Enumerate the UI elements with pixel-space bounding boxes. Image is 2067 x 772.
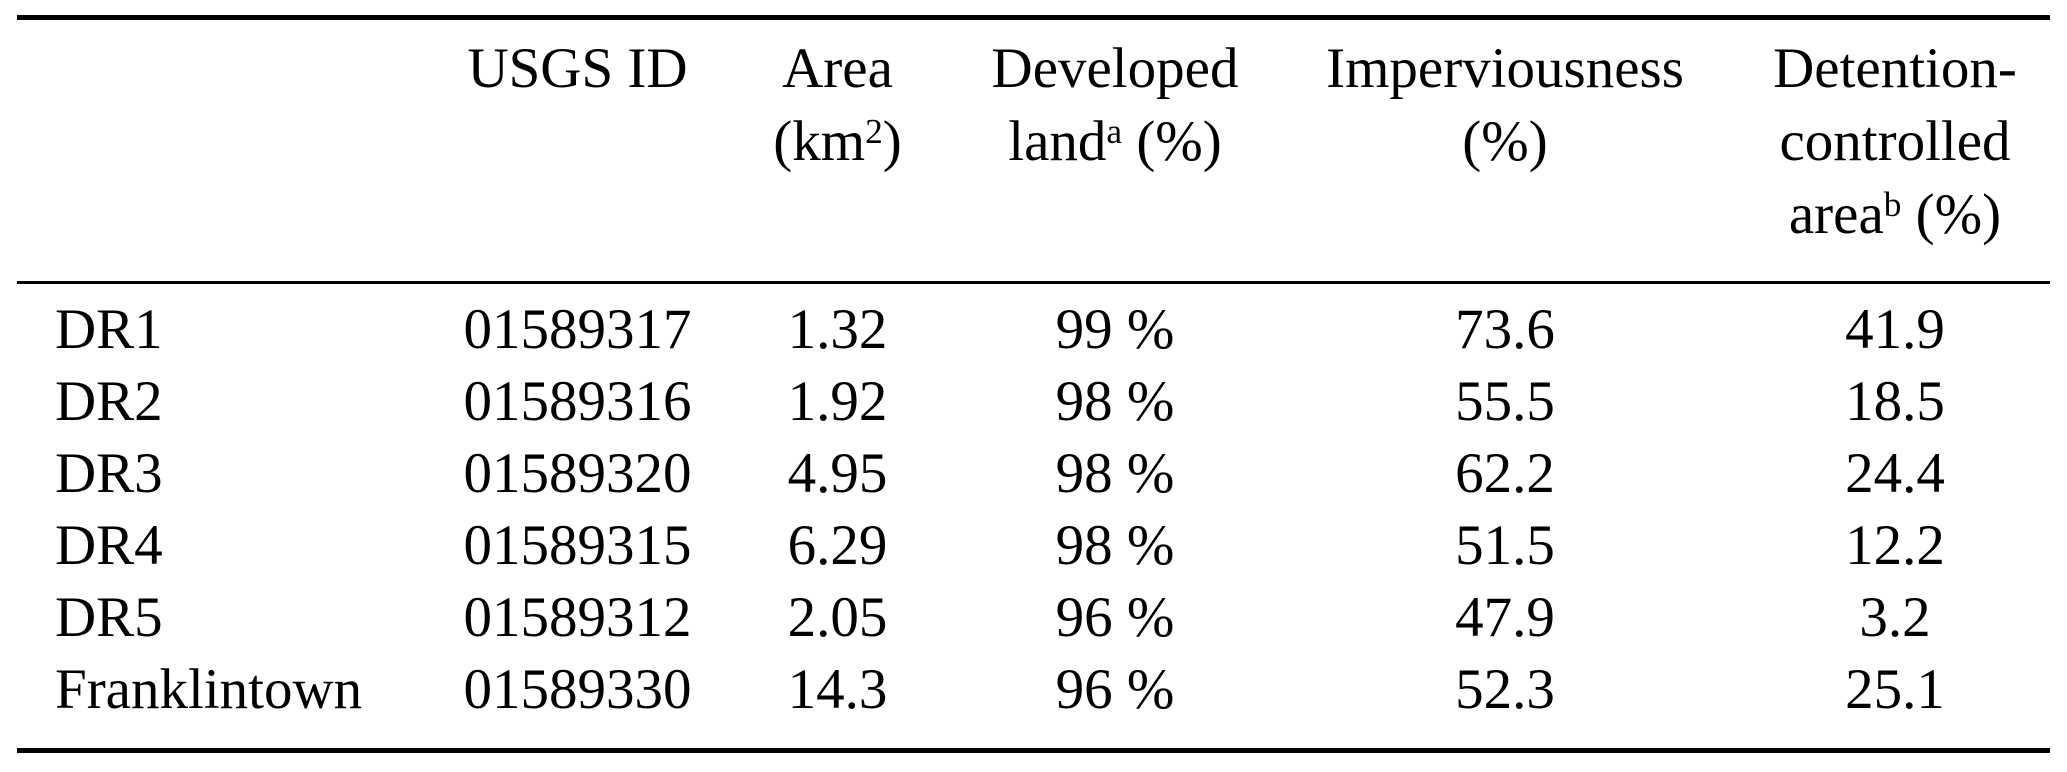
table-row-dr5: DR5 01589312 2.05 96 % 47.9 3.2 [17,582,2050,654]
cell-usgs_id: 01589330 [463,658,692,721]
cell-imperviousness_pct: 47.9 [1455,586,1555,649]
cell-usgs_id: 01589316 [463,370,692,433]
cell-developed_land_pct: 98 % [1055,514,1175,577]
cell-developed_land_pct: 99 % [1055,298,1175,361]
cell-imperviousness_pct: 55.5 [1455,370,1555,433]
cell-usgs_id: 01589315 [463,514,692,577]
column-header-imperviousness_pct: Imperviousness (%) [1270,20,1740,284]
column-header-detention_controlled_area_pct: Detention-controlled areab (%) [1740,20,2050,284]
header-row: USGS ID Area (km2) Developed landa (%) Imperv… [17,20,2050,284]
cell-developed_land_pct: 96 % [1055,658,1175,721]
cell-usgs_id: 01589320 [463,442,692,505]
cell-detention_controlled_area_pct: 24.4 [1845,442,1945,505]
cell-usgs_id: 01589312 [463,586,692,649]
table-row-dr3: DR3 01589320 4.95 98 % 62.2 24.4 [17,438,2050,510]
cell-developed_land_pct: 98 % [1055,370,1175,433]
table-row-dr4: DR4 01589315 6.29 98 % 51.5 12.2 [17,510,2050,582]
cell-area_km2: 1.92 [787,370,888,433]
cell-imperviousness_pct: 52.3 [1455,658,1555,721]
cell-site: DR5 [55,586,163,649]
column-header-developed_land_pct: Developed landa (%) [960,20,1270,284]
cell-detention_controlled_area_pct: 41.9 [1845,298,1945,361]
cell-detention_controlled_area_pct: 18.5 [1845,370,1945,433]
cell-detention_controlled_area_pct: 3.2 [1859,586,1931,649]
watershed-characteristics-table: USGS ID Area (km2) Developed landa (%) Imperv… [17,20,2050,726]
cell-detention_controlled_area_pct: 12.2 [1845,514,1945,577]
column-header-usgs_id: USGS ID [440,20,715,284]
cell-area_km2: 4.95 [787,442,888,505]
superscript: a [1106,112,1123,152]
cell-developed_land_pct: 96 % [1055,586,1175,649]
superscript: b [1883,185,1902,225]
cell-imperviousness_pct: 73.6 [1455,298,1555,361]
table-row-dr2: DR2 01589316 1.92 98 % 55.5 18.5 [17,366,2050,438]
table-row-dr1: DR1 01589317 1.32 99 % 73.6 41.9 [17,283,2050,367]
cell-developed_land_pct: 98 % [1055,442,1175,505]
table-body: DR1 01589317 1.32 99 % 73.6 41.9 DR2 01589316 1.… [17,283,2050,727]
table-header: USGS ID Area (km2) Developed landa (%) Imperv… [17,20,2050,284]
cell-site: DR2 [55,370,163,433]
cell-area_km2: 6.29 [787,514,888,577]
cell-imperviousness_pct: 62.2 [1455,442,1555,505]
table-row-franklintown: Franklintown 01589330 14.3 96 % 52.3 25.1 [17,654,2050,726]
cell-site: DR1 [55,298,163,361]
cell-site: Franklintown [55,658,363,721]
cell-detention_controlled_area_pct: 25.1 [1845,658,1945,721]
cell-area_km2: 1.32 [787,298,888,361]
cell-area_km2: 2.05 [787,586,888,649]
cell-site: DR4 [55,514,163,577]
cell-area_km2: 14.3 [787,658,888,721]
column-header-area_km2: Area (km2) [715,20,960,284]
table-rules-frame: USGS ID Area (km2) Developed landa (%) Imperv… [17,15,2050,753]
cell-usgs_id: 01589317 [463,298,692,361]
cell-site: DR3 [55,442,163,505]
superscript: 2 [865,112,883,152]
column-header-site [17,20,440,284]
cell-imperviousness_pct: 51.5 [1455,514,1555,577]
